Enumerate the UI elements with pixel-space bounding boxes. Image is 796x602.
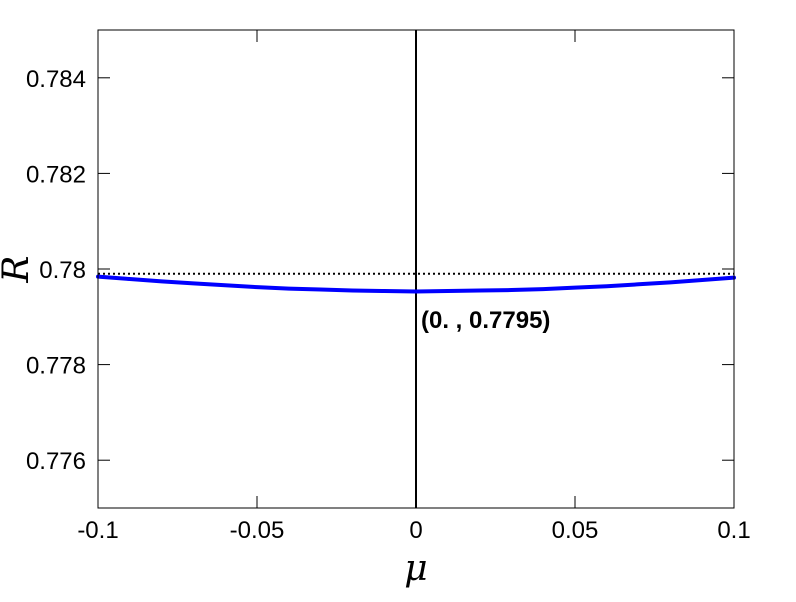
- y-tick-label: 0.784: [26, 66, 86, 93]
- x-axis-label: μ: [404, 548, 427, 589]
- point-annotation: (0. , 0.7795): [421, 307, 550, 334]
- series-line-0: [96, 274, 736, 294]
- tick-labels-layer: -0.1 -0.05 0 0.05 0.1 0.776 0.778 0.78 0.782 0.78…: [26, 66, 751, 544]
- x-tick-label: 0.1: [717, 517, 750, 544]
- reference-lines: [98, 30, 734, 508]
- x-tick-label: -0.1: [77, 517, 118, 544]
- x-tick-label: 0.05: [552, 517, 599, 544]
- x-tick-label: 0: [409, 517, 422, 544]
- ticks-layer: [97, 30, 735, 508]
- y-tick-label: 0.78: [39, 257, 86, 284]
- y-axis-label: R: [0, 255, 37, 283]
- series-layer: [96, 274, 736, 294]
- y-tick-label: 0.776: [26, 448, 86, 475]
- y-tick-label: 0.782: [26, 161, 86, 188]
- x-tick-label: -0.05: [230, 517, 285, 544]
- y-tick-label: 0.778: [26, 353, 86, 380]
